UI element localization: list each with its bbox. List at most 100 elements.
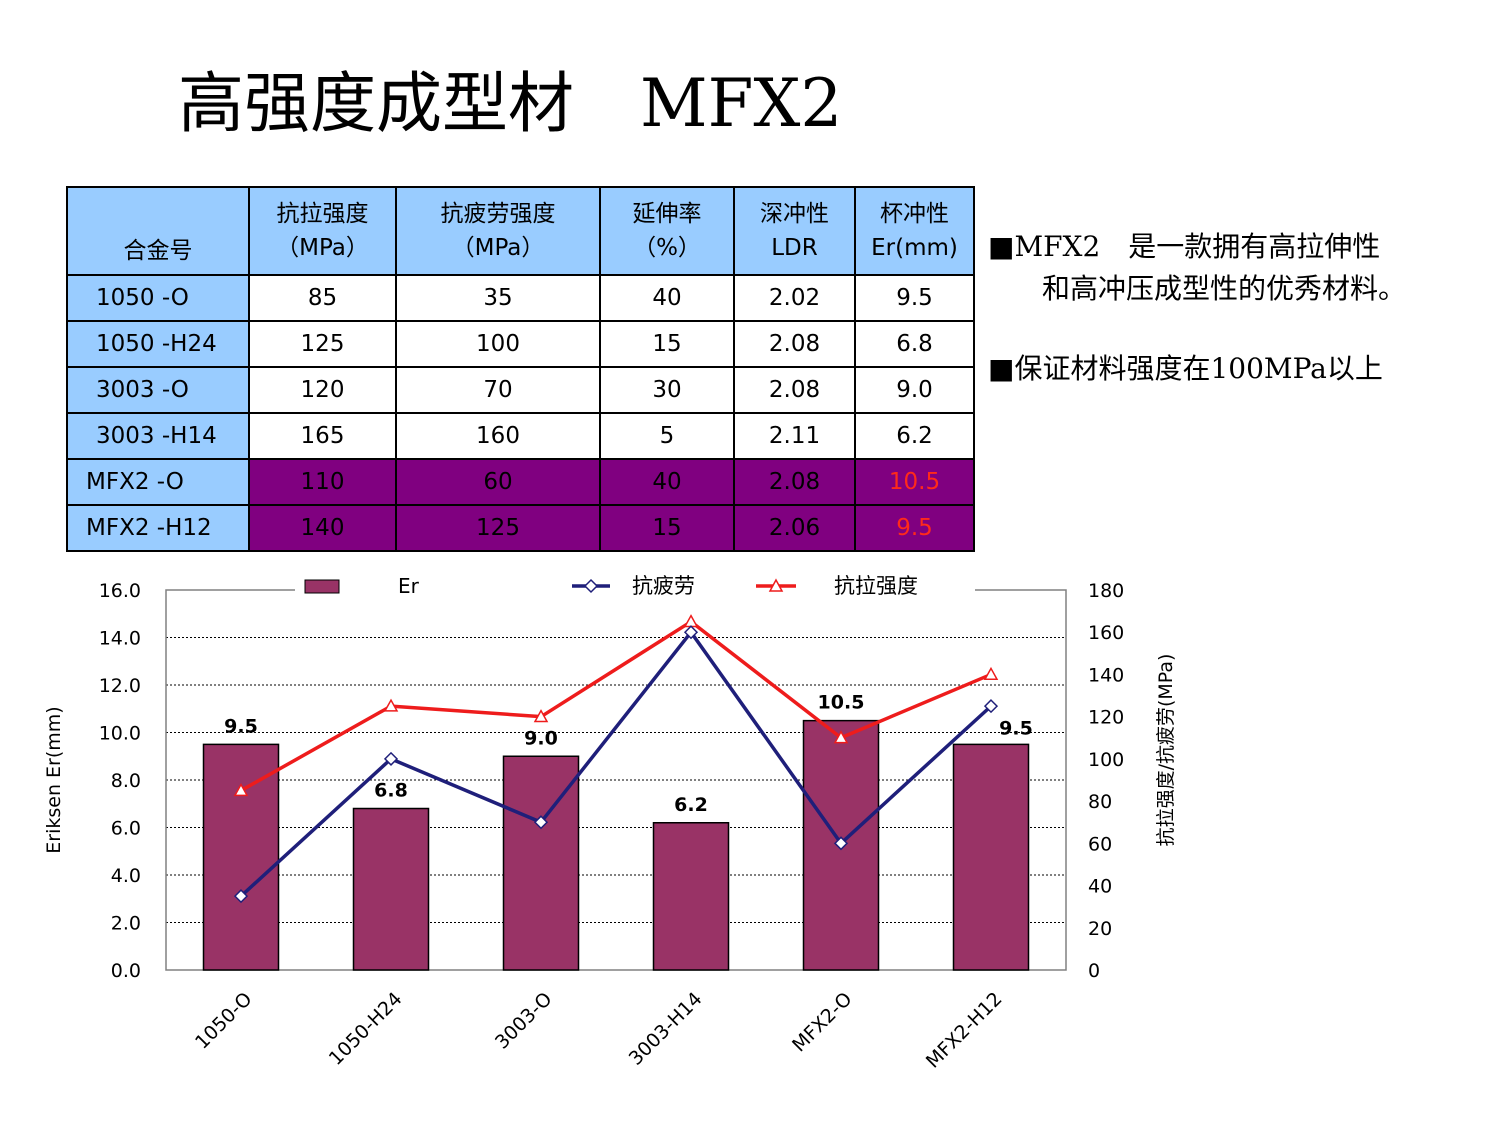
er-cell: 6.2 xyxy=(854,412,975,460)
y-tick-label: 0.0 xyxy=(111,960,141,982)
tensile-cell: 165 xyxy=(248,412,397,460)
ldr-cell: 2.06 xyxy=(733,504,856,552)
y-tick-label: 8.0 xyxy=(111,770,141,792)
header-fatigue-line1: 抗疲劳强度 xyxy=(440,201,556,227)
note-feature-line2: 和高冲压成型性的优秀材料。 xyxy=(1042,272,1407,305)
table-row-highlight: MFX2 -H12 140 125 15 2.06 9.5 xyxy=(66,504,975,552)
chart-container: 0.0 2.0 4.0 6.0 8.0 10.0 12.0 14.0 16.0 0 20 40 60 80… xyxy=(0,560,1500,1125)
header-alloy-label: 合金号 xyxy=(123,238,193,264)
y-tick-label: 12.0 xyxy=(99,675,141,697)
tensile-cell: 85 xyxy=(248,274,397,322)
x-tick-label: MFX2-O xyxy=(788,988,856,1056)
elongation-cell: 40 xyxy=(599,458,735,506)
er-cell: 9.5 xyxy=(854,274,975,322)
tensile-line xyxy=(240,619,992,793)
bar xyxy=(202,743,280,971)
notes-panel: ■MFX2 是一款拥有高拉伸性 和高冲压成型性的优秀材料。 ■保证材料强度在10… xyxy=(988,226,1406,390)
bar-data-label: 10.5 xyxy=(818,692,865,714)
y-right-tick-label: 60 xyxy=(1088,833,1112,855)
fatigue-point xyxy=(683,625,699,640)
header-ldr: 深冲性 LDR xyxy=(733,186,856,276)
header-er-line1: 杯冲性 xyxy=(880,201,949,227)
tensile-point xyxy=(233,783,249,797)
legend-marker-fatigue xyxy=(583,578,599,594)
y-right-tick-label: 160 xyxy=(1088,622,1124,644)
tensile-cell: 120 xyxy=(248,366,397,414)
elongation-cell: 30 xyxy=(599,366,735,414)
legend-label-er: Er xyxy=(398,574,420,598)
bar xyxy=(952,743,1030,971)
ldr-cell: 2.02 xyxy=(733,274,856,322)
alloy-cell: 3003 -H14 xyxy=(66,412,250,460)
y-tick-label: 6.0 xyxy=(111,818,141,840)
legend-label-tensile: 抗拉强度 xyxy=(834,574,918,598)
fatigue-cell: 100 xyxy=(395,320,601,368)
x-tick-label: 3003-H14 xyxy=(625,988,707,1070)
table-row: 3003 -H14 165 160 5 2.11 6.2 xyxy=(66,412,975,460)
y-right-tick-label: 120 xyxy=(1088,707,1124,729)
bar xyxy=(652,822,730,971)
y-right-tick-label: 80 xyxy=(1088,791,1112,813)
y-tick-label: 10.0 xyxy=(99,723,141,745)
fatigue-cell: 125 xyxy=(395,504,601,552)
fatigue-cell: 35 xyxy=(395,274,601,322)
alloy-cell: MFX2 -H12 xyxy=(66,504,250,552)
note-feature-line1: ■MFX2 是一款拥有高拉伸性 xyxy=(988,230,1381,263)
ldr-cell: 2.08 xyxy=(733,458,856,506)
alloy-cell: 1050 -O xyxy=(66,274,250,322)
tensile-point xyxy=(683,614,699,628)
fatigue-point xyxy=(233,889,249,904)
alloy-cell: 1050 -H24 xyxy=(66,320,250,368)
fatigue-point xyxy=(833,836,849,851)
fatigue-point xyxy=(533,815,549,830)
y-right-tick-label: 180 xyxy=(1088,580,1124,602)
header-tensile-line1: 抗拉强度 xyxy=(276,201,369,227)
header-elongation: 延伸率 （%） xyxy=(599,186,735,276)
tensile-point xyxy=(833,730,849,744)
bar-data-label: 9.0 xyxy=(524,727,558,749)
bar-data-label: 9.5 xyxy=(999,717,1033,739)
fatigue-cell: 160 xyxy=(395,412,601,460)
y-tick-label: 4.0 xyxy=(111,865,141,887)
x-tick-label: 1050-H24 xyxy=(325,988,407,1070)
er-cell: 9.5 xyxy=(854,504,975,552)
ldr-cell: 2.08 xyxy=(733,366,856,414)
slide-title: 高强度成型材 MFX2 xyxy=(178,65,843,142)
elongation-cell: 5 xyxy=(599,412,735,460)
table-row: 3003 -O 120 70 30 2.08 9.0 xyxy=(66,366,975,414)
er-cell: 6.8 xyxy=(854,320,975,368)
x-tick-label: MFX2-H12 xyxy=(922,988,1007,1073)
fatigue-point xyxy=(383,751,399,766)
legend-swatch-bar xyxy=(304,579,340,594)
header-ldr-line1: 深冲性 xyxy=(760,201,829,227)
y-right-tick-label: 140 xyxy=(1088,664,1124,686)
tensile-point xyxy=(533,709,549,723)
y-axis-title: Eriksen Er(mm) xyxy=(43,706,65,853)
y-tick-label: 16.0 xyxy=(99,580,141,602)
header-tensile-line2: （MPa） xyxy=(276,235,369,261)
header-er: 杯冲性 Er(mm) xyxy=(854,186,975,276)
bar-data-label: 6.2 xyxy=(674,794,708,816)
fatigue-cell: 70 xyxy=(395,366,601,414)
header-alloy: 合金号 xyxy=(66,186,250,276)
y-right-axis-title: 抗拉强度/抗疲劳(MPa) xyxy=(1155,654,1177,847)
bar xyxy=(502,755,580,971)
legend-box xyxy=(295,574,975,604)
legend-label-fatigue: 抗疲劳 xyxy=(632,574,695,598)
y-tick-label: 2.0 xyxy=(111,913,141,935)
er-cell: 9.0 xyxy=(854,366,975,414)
y-right-tick-label: 100 xyxy=(1088,749,1124,771)
y-right-tick-label: 20 xyxy=(1088,918,1112,940)
elongation-cell: 40 xyxy=(599,274,735,322)
tensile-point xyxy=(983,666,999,680)
elongation-cell: 15 xyxy=(599,504,735,552)
combo-chart: 0.0 2.0 4.0 6.0 8.0 10.0 12.0 14.0 16.0 0 20 40 60 80… xyxy=(43,574,1177,1073)
x-tick-label: 1050-O xyxy=(191,988,257,1054)
header-tensile: 抗拉强度 （MPa） xyxy=(248,186,397,276)
alloy-cell: MFX2 -O xyxy=(66,458,250,506)
tensile-cell: 110 xyxy=(248,458,397,506)
header-fatigue-line2: （MPa） xyxy=(451,235,545,261)
elongation-cell: 15 xyxy=(599,320,735,368)
bar-data-label: 6.8 xyxy=(374,780,408,802)
header-elongation-line2: （%） xyxy=(633,235,701,261)
